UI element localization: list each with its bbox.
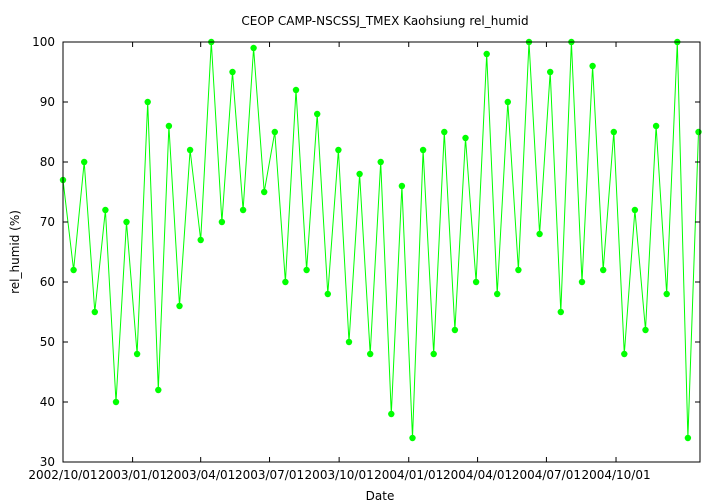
data-point <box>218 218 226 226</box>
y-tick-label: 40 <box>40 395 55 409</box>
data-point <box>547 68 554 76</box>
y-tick-label: 50 <box>40 335 55 349</box>
data-point <box>483 50 490 58</box>
data-point <box>515 266 522 274</box>
data-point <box>451 326 459 334</box>
data-point <box>133 350 141 358</box>
x-tick-label: 2004/10/01 <box>581 468 650 482</box>
x-tick-label: 2004/01/01 <box>374 468 443 482</box>
data-point <box>144 98 151 106</box>
data-point <box>314 110 321 118</box>
data-point <box>536 230 543 238</box>
data-point <box>589 62 596 70</box>
data-point <box>419 146 427 154</box>
data-point <box>504 98 511 106</box>
data-point <box>600 266 607 274</box>
y-tick-label: 30 <box>40 455 55 469</box>
data-point <box>557 308 564 316</box>
y-tick-label: 90 <box>40 95 55 109</box>
data-point <box>303 266 310 274</box>
data-point <box>112 398 120 406</box>
x-tick-label: 2004/04/01 <box>443 468 512 482</box>
data-point <box>282 278 289 286</box>
data-point <box>261 188 268 196</box>
data-point <box>70 266 77 274</box>
data-point <box>377 158 384 166</box>
x-axis-label: Date <box>366 489 395 503</box>
data-point <box>176 302 183 310</box>
data-point <box>652 122 660 130</box>
data-point <box>494 290 501 298</box>
data-point <box>186 146 194 154</box>
data-point <box>441 128 448 136</box>
data-point <box>631 206 639 214</box>
data-point <box>239 206 247 214</box>
data-point <box>430 350 437 358</box>
data-point <box>165 122 173 130</box>
y-tick-label: 100 <box>32 35 55 49</box>
data-point <box>123 218 130 226</box>
y-tick-label: 60 <box>40 275 55 289</box>
data-point <box>81 158 88 166</box>
data-point <box>91 308 99 316</box>
y-axis: 30 40 50 60 70 80 90 100 <box>32 35 700 469</box>
y-axis-label: rel_humid (%) <box>8 210 22 294</box>
data-point <box>335 146 342 154</box>
data-point <box>472 278 480 286</box>
x-tick-label: 2004/07/01 <box>512 468 581 482</box>
x-tick-label: 2002/10/01 <box>28 468 97 482</box>
data-point <box>345 338 353 346</box>
series-line <box>62 41 699 439</box>
y-tick-label: 80 <box>40 155 55 169</box>
data-point <box>610 128 617 136</box>
chart-title: CEOP CAMP-NSCSSJ_TMEX Kaohsiung rel_humi… <box>241 14 528 28</box>
data-point <box>409 434 416 442</box>
data-point <box>621 350 628 358</box>
x-tick-label: 2003/01/01 <box>98 468 167 482</box>
data-point <box>684 434 692 442</box>
data-point <box>642 326 649 334</box>
data-point <box>356 170 363 178</box>
data-point <box>367 350 374 358</box>
series-layer <box>59 38 702 442</box>
plot-frame <box>62 41 701 463</box>
data-point <box>695 128 702 136</box>
data-point <box>155 386 162 394</box>
data-point <box>663 290 670 298</box>
x-tick-label: 2003/07/01 <box>235 468 304 482</box>
y-tick-label: 70 <box>40 215 55 229</box>
data-point <box>388 410 395 418</box>
data-point <box>578 278 586 286</box>
x-tick-label: 2003/04/01 <box>166 468 235 482</box>
data-point <box>324 290 331 298</box>
x-tick-label: 2003/10/01 <box>305 468 374 482</box>
data-point <box>398 182 406 190</box>
data-point <box>229 68 236 76</box>
data-point <box>197 236 204 244</box>
data-point <box>292 86 300 94</box>
data-point <box>271 128 278 136</box>
data-point <box>250 44 257 52</box>
data-point <box>102 206 109 214</box>
data-point <box>462 134 469 142</box>
